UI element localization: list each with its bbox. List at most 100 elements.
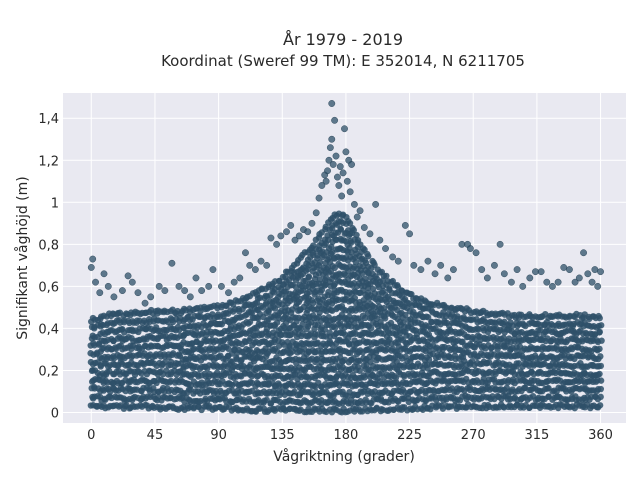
- y-tick-label: 1,4: [38, 112, 59, 127]
- scatter-point: [89, 255, 97, 263]
- x-tick-label: 180: [334, 428, 359, 443]
- scatter-point: [526, 274, 534, 282]
- y-tick-label: 0,8: [38, 238, 59, 253]
- scatter-point: [332, 152, 340, 160]
- scatter-point: [96, 289, 104, 297]
- scatter-point: [181, 287, 189, 294]
- scatter-point: [287, 222, 295, 229]
- scatter-point: [372, 201, 380, 208]
- y-tick-label: 0,2: [38, 364, 59, 379]
- scatter-point: [401, 222, 409, 229]
- y-tick-label: 0,4: [38, 322, 59, 337]
- scatter-point: [267, 234, 275, 242]
- scatter-point: [571, 278, 579, 286]
- x-tick-label: 315: [524, 428, 549, 443]
- scatter-point: [87, 264, 95, 271]
- scatter-point: [554, 278, 562, 286]
- scatter-point: [295, 232, 303, 240]
- scatter-point: [263, 261, 271, 269]
- scatter-point: [594, 282, 602, 290]
- scatter-point: [343, 177, 351, 185]
- scatter-point: [308, 219, 316, 227]
- scatter-point: [277, 232, 285, 240]
- scatter-point: [168, 259, 176, 267]
- y-tick-labels: 0 0,2 0,4 0,6 0,8 1 1,2 1,4: [38, 112, 59, 421]
- dense-marker: [596, 314, 603, 322]
- dense-marker: [598, 322, 605, 329]
- dense-marker: [425, 356, 433, 363]
- dense-marker: [597, 385, 605, 393]
- scatter-point: [325, 156, 333, 164]
- scatter-point: [394, 257, 402, 265]
- dense-marker: [337, 226, 345, 233]
- scatter-point: [161, 287, 169, 294]
- scatter-point: [328, 135, 336, 143]
- scatter-point: [513, 266, 521, 273]
- scatter-point: [273, 240, 281, 248]
- scatter-point: [496, 240, 504, 248]
- dense-marker: [225, 345, 232, 352]
- dense-marker: [596, 328, 603, 336]
- scatter-point: [417, 266, 425, 273]
- scatter-point: [335, 182, 343, 189]
- scatter-point: [356, 207, 364, 215]
- scatter-point: [491, 261, 498, 269]
- scatter-point: [366, 230, 374, 238]
- x-tick-label: 90: [210, 428, 227, 443]
- scatter-point: [225, 289, 232, 297]
- scatter-point: [339, 169, 347, 177]
- scatter-point: [283, 228, 290, 236]
- scatter-point: [134, 289, 142, 297]
- scatter-point: [324, 167, 331, 175]
- dense-marker: [424, 365, 431, 372]
- scatter-point: [424, 257, 432, 265]
- scatter-point: [329, 161, 337, 168]
- scatter-point: [141, 299, 149, 307]
- dense-marker: [381, 315, 389, 322]
- scatter-point: [322, 177, 330, 185]
- scatter-point: [110, 293, 118, 301]
- scatter-point: [336, 163, 344, 170]
- scatter-point: [466, 245, 474, 252]
- scatter-point: [331, 116, 338, 124]
- scatter-point: [346, 188, 354, 196]
- scatter-point: [597, 268, 604, 276]
- scatter-point: [351, 201, 358, 208]
- scatter-point: [186, 293, 194, 301]
- dense-marker: [350, 226, 357, 234]
- dense-marker: [596, 370, 603, 378]
- scatter-point: [508, 278, 515, 286]
- dense-marker: [356, 367, 363, 374]
- scatter-point: [382, 245, 389, 252]
- scatter-point: [437, 261, 445, 269]
- scatter-point: [584, 270, 592, 278]
- dense-marker: [597, 353, 604, 360]
- scatter-point: [198, 287, 206, 294]
- scatter-point: [543, 278, 551, 286]
- x-tick-labels: 0 45 90 135 180 225 270 315 360: [87, 428, 613, 443]
- dense-marker: [316, 259, 324, 266]
- dense-marker: [596, 345, 603, 353]
- scatter-point: [458, 240, 466, 248]
- scatter-point: [209, 266, 217, 273]
- scatter-point: [124, 272, 132, 280]
- scatter-point: [291, 236, 299, 244]
- scatter-point: [575, 274, 583, 282]
- y-tick-label: 0,6: [38, 280, 59, 295]
- dense-marker: [367, 324, 375, 332]
- scatter-point: [315, 194, 323, 202]
- scatter-point: [341, 125, 348, 133]
- x-tick-label: 45: [147, 428, 164, 443]
- dense-marker: [248, 309, 256, 317]
- scatter-point: [376, 236, 384, 244]
- scatter-point: [537, 268, 545, 276]
- scatter-point: [348, 161, 355, 168]
- scatter-point: [410, 261, 418, 269]
- scatter-point: [246, 261, 254, 269]
- scatter-point: [147, 293, 155, 301]
- x-tick-label: 0: [87, 428, 95, 443]
- scatter-point: [251, 266, 259, 273]
- scatter-point: [566, 266, 573, 273]
- y-axis-label: Signifikant våghöjd (m): [14, 176, 31, 339]
